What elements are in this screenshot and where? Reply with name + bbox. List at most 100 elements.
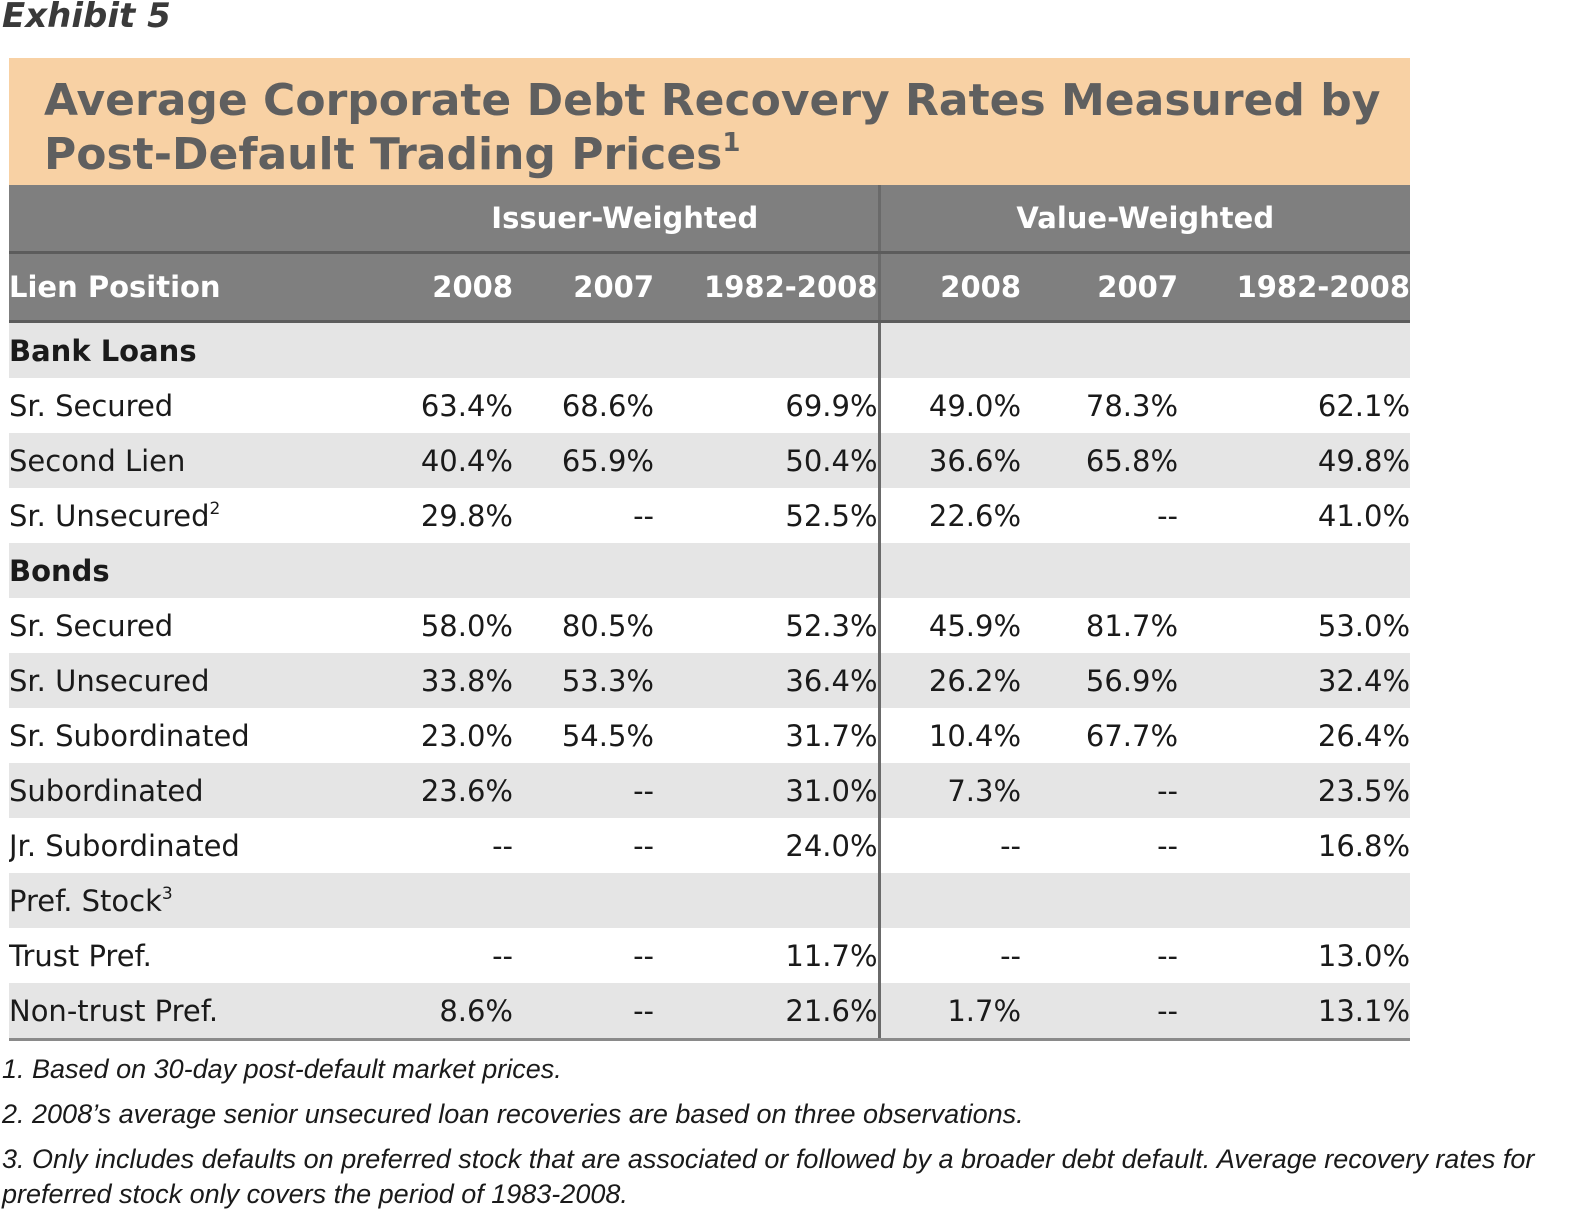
column-header-value-1982-2008: 1982-2008 — [1178, 252, 1411, 323]
table-cell — [372, 543, 513, 598]
table-cell — [879, 543, 1022, 598]
row-label: Sr. Secured — [9, 378, 372, 433]
title-footnote-ref: 1 — [722, 128, 741, 158]
table-cell: -- — [1021, 928, 1179, 983]
table-cell: 22.6% — [879, 488, 1022, 543]
table-cell: 40.4% — [372, 433, 513, 488]
row-label-text: Jr. Subordinated — [9, 828, 240, 863]
table-cell: 41.0% — [1178, 488, 1411, 543]
table-cell: 78.3% — [1021, 378, 1179, 433]
row-label-text: Pref. Stock — [9, 883, 162, 918]
table-cell: 11.7% — [654, 928, 881, 983]
table-cell — [1021, 873, 1179, 928]
table-cell: 31.7% — [654, 708, 881, 763]
table-cell: -- — [879, 818, 1022, 873]
row-label-text: Sr. Subordinated — [9, 718, 250, 753]
table-row: Sr. Secured 63.4% 68.6% 69.9% 49.0% 78.3% 62.1… — [9, 378, 1411, 433]
table-cell: -- — [513, 818, 654, 873]
recovery-rates-table: Issuer-Weighted Value-Weighted Lien Posi… — [9, 185, 1411, 1041]
table-cell: -- — [513, 763, 654, 818]
table-cell: 21.6% — [654, 983, 881, 1041]
row-label-text: Bank Loans — [9, 333, 197, 368]
row-label-text: Subordinated — [9, 773, 204, 808]
table-cell — [513, 873, 654, 928]
table-cell: 26.4% — [1178, 708, 1411, 763]
table-row: Trust Pref. -- -- 11.7% -- -- 13.0% — [9, 928, 1411, 983]
section-row: Bank Loans — [9, 321, 1411, 378]
table-cell: 49.0% — [879, 378, 1022, 433]
table-cell — [372, 321, 513, 378]
footnote-3: 3. Only includes defaults on preferred s… — [2, 1144, 1535, 1209]
table-row: Jr. Subordinated -- -- 24.0% -- -- 16.8% — [9, 818, 1411, 873]
table-cell — [513, 543, 654, 598]
table-cell — [1178, 321, 1411, 378]
column-header-value-2007: 2007 — [1021, 252, 1179, 323]
footnotes: 1. Based on 30-day post-default market p… — [2, 1052, 1572, 1222]
row-label: Non-trust Pref. — [9, 983, 372, 1041]
title-banner: Average Corporate Debt Recovery Rates Me… — [9, 58, 1410, 185]
table-cell: 24.0% — [654, 818, 881, 873]
table-cell: 69.9% — [654, 378, 881, 433]
table-cell: 23.5% — [1178, 763, 1411, 818]
table-cell: 36.4% — [654, 653, 881, 708]
footnote-ref: 2 — [209, 498, 221, 519]
table-row: Sr. Unsecured 33.8% 53.3% 36.4% 26.2% 56.9% 32… — [9, 653, 1411, 708]
table-row: Sr. Subordinated 23.0% 54.5% 31.7% 10.4% 67.7… — [9, 708, 1411, 763]
table-cell: 23.0% — [372, 708, 513, 763]
row-label: Subordinated — [9, 763, 372, 818]
table-cell: 53.3% — [513, 653, 654, 708]
group-header-value-weighted: Value-Weighted — [879, 185, 1411, 254]
group-header-issuer-weighted: Issuer-Weighted — [372, 185, 881, 254]
row-label: Second Lien — [9, 433, 372, 488]
column-header-row: Lien Position 2008 2007 1982-2008 2008 2… — [9, 252, 1411, 323]
row-label-text: Sr. Unsecured — [9, 498, 210, 533]
table-cell: -- — [372, 818, 513, 873]
table-cell: 52.5% — [654, 488, 881, 543]
row-label-text: Sr. Secured — [9, 608, 174, 643]
title-text: Average Corporate Debt Recovery Rates Me… — [44, 75, 1381, 180]
table-cell: 1.7% — [879, 983, 1022, 1041]
section-row: Pref. Stock3 — [9, 873, 1411, 928]
table-cell: 32.4% — [1178, 653, 1411, 708]
table-cell: 63.4% — [372, 378, 513, 433]
table-cell — [879, 321, 1022, 378]
table-row: Sr. Unsecured2 29.8% -- 52.5% 22.6% -- 41.0% — [9, 488, 1411, 543]
table-cell: 10.4% — [879, 708, 1022, 763]
table-cell — [654, 873, 881, 928]
group-header-row: Issuer-Weighted Value-Weighted — [9, 185, 1411, 254]
row-label-text: Non-trust Pref. — [9, 993, 219, 1028]
table-cell: 58.0% — [372, 598, 513, 653]
row-label-text: Second Lien — [9, 443, 186, 478]
row-label: Sr. Unsecured2 — [9, 488, 372, 543]
footnote-2: 2. 2008’s average senior unsecured loan … — [2, 1099, 1024, 1129]
table-cell — [654, 321, 881, 378]
table-cell — [879, 873, 1022, 928]
table-cell: 31.0% — [654, 763, 881, 818]
table-cell: -- — [879, 928, 1022, 983]
table-cell: 49.8% — [1178, 433, 1411, 488]
exhibit-label: Exhibit 5 — [2, 0, 171, 36]
table-cell: 54.5% — [513, 708, 654, 763]
table-cell: 7.3% — [879, 763, 1022, 818]
table-cell: 26.2% — [879, 653, 1022, 708]
table-cell — [1021, 321, 1179, 378]
table-cell: 13.1% — [1178, 983, 1411, 1041]
table-cell: 8.6% — [372, 983, 513, 1041]
column-header-issuer-1982-2008: 1982-2008 — [654, 252, 881, 323]
table-cell: 13.0% — [1178, 928, 1411, 983]
row-label: Jr. Subordinated — [9, 818, 372, 873]
table-cell: 80.5% — [513, 598, 654, 653]
table-cell: 62.1% — [1178, 378, 1411, 433]
table-cell — [372, 873, 513, 928]
table-cell: -- — [1021, 983, 1179, 1041]
column-header-lien-position: Lien Position — [9, 252, 372, 323]
table-cell — [654, 543, 881, 598]
table-cell: 52.3% — [654, 598, 881, 653]
table-cell — [513, 321, 654, 378]
table-cell: -- — [513, 983, 654, 1041]
row-label: Sr. Subordinated — [9, 708, 372, 763]
table-cell: 53.0% — [1178, 598, 1411, 653]
column-header-issuer-2007: 2007 — [513, 252, 654, 323]
table-cell: -- — [513, 488, 654, 543]
section-label: Pref. Stock3 — [9, 873, 372, 928]
